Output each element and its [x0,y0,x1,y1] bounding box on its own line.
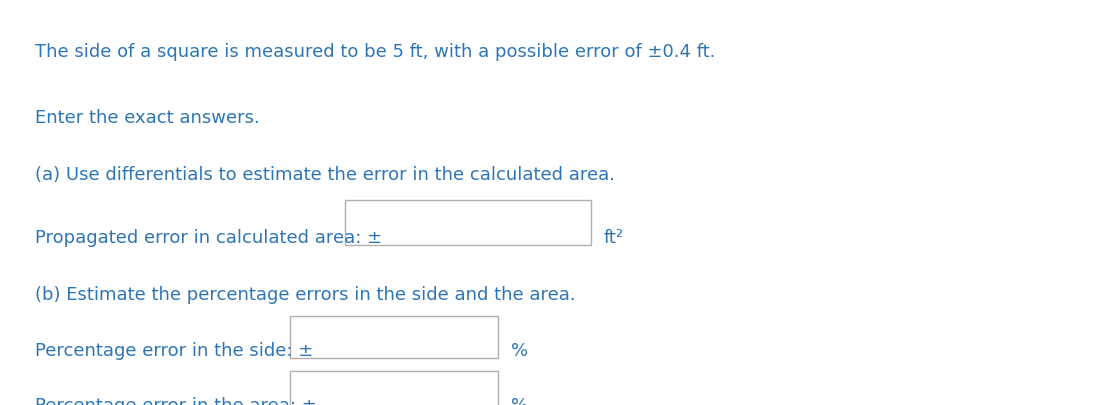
FancyBboxPatch shape [290,371,498,405]
Text: %: % [511,397,528,405]
Text: Propagated error in calculated area: ±: Propagated error in calculated area: ± [35,229,382,247]
Text: Enter the exact answers.: Enter the exact answers. [35,109,259,127]
Text: Percentage error in the area: ±: Percentage error in the area: ± [35,397,317,405]
Text: %: % [511,342,528,360]
Text: The side of a square is measured to be 5 ft, with a possible error of ±0.4 ft.: The side of a square is measured to be 5… [35,43,715,60]
Text: Percentage error in the side: ±: Percentage error in the side: ± [35,342,313,360]
Text: ft²: ft² [604,229,624,247]
Text: (b) Estimate the percentage errors in the side and the area.: (b) Estimate the percentage errors in th… [35,286,575,303]
FancyBboxPatch shape [290,316,498,358]
FancyBboxPatch shape [345,200,591,245]
Text: (a) Use differentials to estimate the error in the calculated area.: (a) Use differentials to estimate the er… [35,166,615,184]
